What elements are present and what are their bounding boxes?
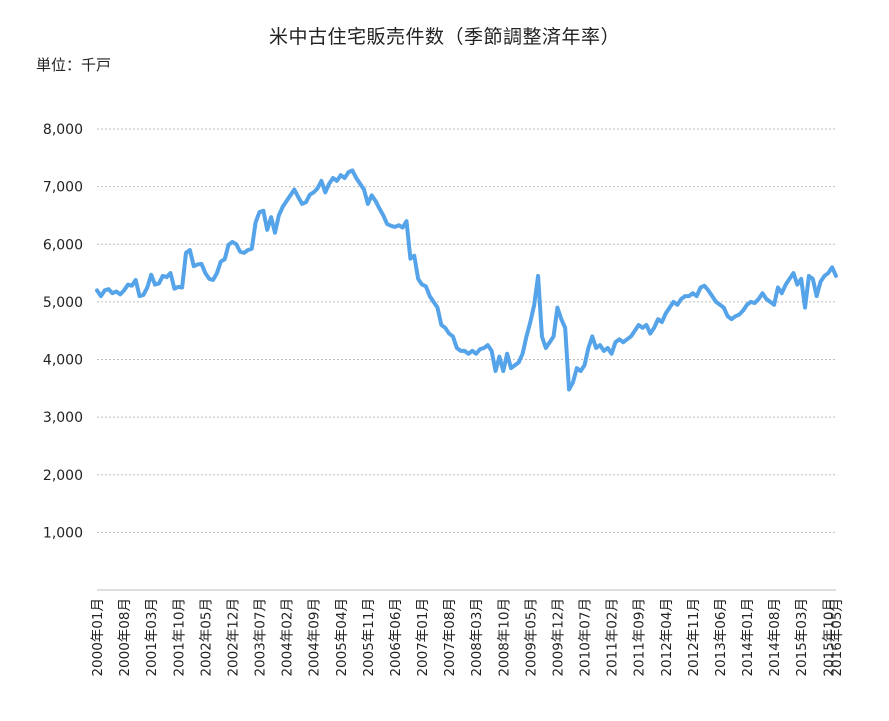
x-tick-label: 2001年10月 <box>171 598 187 677</box>
y-tick-label: 8,000 <box>43 122 83 138</box>
x-tick-label: 2004年09月 <box>307 598 323 677</box>
x-tick-label: 2015年10月 <box>821 598 837 677</box>
y-tick-label: 2,000 <box>43 468 83 484</box>
x-tick-label: 2009年12月 <box>550 598 566 677</box>
x-tick-label: 2003年07月 <box>253 598 269 677</box>
gridlines <box>97 128 836 533</box>
x-tick-label: 2011年09月 <box>632 598 648 677</box>
x-tick-label: 2008年03月 <box>469 598 485 677</box>
y-axis-ticks: 1,000 2,000 3,000 4,000 5,000 6,000 7,000 8,000 <box>43 122 83 541</box>
y-tick-label: 6,000 <box>43 237 83 253</box>
x-tick-label: 2014年08月 <box>767 598 783 677</box>
x-tick-label: 2002年12月 <box>225 598 241 677</box>
x-axis-ticks: 2000年01月 2000年08月 2001年03月 2001年10月 2002年05月… <box>90 598 845 677</box>
x-tick-label: 2012年04月 <box>659 598 675 677</box>
x-tick-label: 2004年02月 <box>280 598 296 677</box>
x-tick-label: 2014年01月 <box>740 598 756 677</box>
chart-title: 米中古住宅販売件数（季節調整済年率） <box>268 26 620 48</box>
unit-label: 単位：千戸 <box>36 56 112 74</box>
x-tick-label: 2007年08月 <box>442 598 458 677</box>
y-tick-label: 5,000 <box>43 295 83 311</box>
x-tick-label: 2000年01月 <box>90 598 106 677</box>
x-tick-label: 2013年06月 <box>713 598 729 677</box>
x-tick-label: 2001年03月 <box>144 598 160 677</box>
x-tick-label: 2009年05月 <box>523 598 539 677</box>
x-tick-label: 2006年06月 <box>388 598 404 677</box>
x-tick-label: 2002年05月 <box>198 598 214 677</box>
x-tick-label: 2015年03月 <box>794 598 810 677</box>
y-tick-label: 1,000 <box>43 525 83 541</box>
x-tick-label: 2000年08月 <box>117 598 133 677</box>
x-tick-label: 2012年11月 <box>686 598 702 677</box>
x-tick-label: 2008年10月 <box>496 598 512 677</box>
x-tick-label: 2005年04月 <box>334 598 350 677</box>
x-tick-label: 2007年01月 <box>415 598 431 677</box>
y-tick-label: 7,000 <box>43 180 83 196</box>
x-tick-label: 2011年02月 <box>605 598 621 677</box>
x-tick-label: 2016年05月 <box>829 598 845 677</box>
x-tick-label: 2010年07月 <box>578 598 594 677</box>
series-group <box>95 168 838 392</box>
y-tick-label: 4,000 <box>43 353 83 369</box>
x-tick-label: 2005年11月 <box>361 598 377 677</box>
series-line <box>95 168 838 392</box>
y-tick-label: 3,000 <box>43 410 83 426</box>
